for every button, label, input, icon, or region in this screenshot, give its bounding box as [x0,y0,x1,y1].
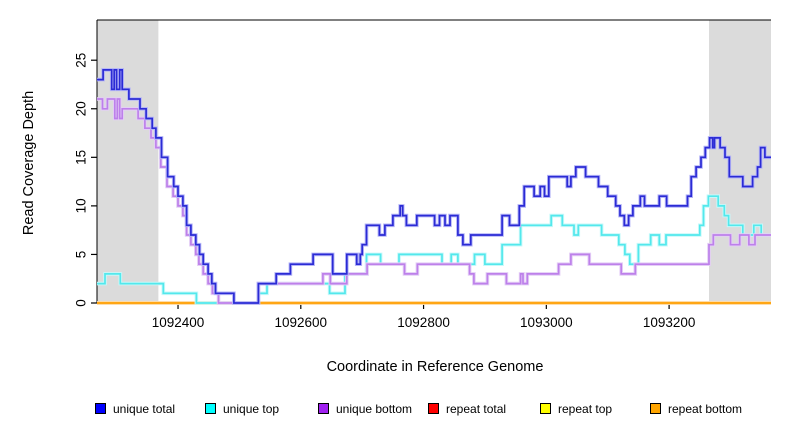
y-tick-label: 15 [74,150,89,165]
series-halo-unique-bottom [97,97,771,305]
legend-label: unique total [113,401,176,416]
legend-swatch-repeat-top [540,403,551,414]
y-tick-label: 0 [74,299,89,307]
x-tick-label: 1092600 [275,315,328,330]
x-tick-label: 1093000 [520,315,573,330]
shaded-region-left [97,20,159,303]
legend-label: unique bottom [336,401,413,416]
y-tick-label: 20 [74,101,89,116]
y-tick-label: 5 [74,251,89,259]
series-line-unique-total [97,69,771,304]
legend-swatch-unique-top [205,403,216,414]
legend-label: repeat top [558,401,613,416]
legend-item-repeat-total: repeat total [428,400,506,417]
legend-swatch-unique-total [95,403,106,414]
legend-label: unique top [223,401,280,416]
y-tick-label: 10 [74,198,89,213]
y-axis-title: Read Coverage Depth [21,90,37,236]
legend-swatch-unique-bottom [318,403,329,414]
series-halo-unique-total [97,68,771,305]
legend-item-repeat-top: repeat top [540,400,612,417]
x-axis-title: Coordinate in Reference Genome [326,359,544,375]
legend-swatch-repeat-total [428,403,439,414]
coverage-plot-area: 0 5 10 15 20 25 1092400 1092600 1092800 1093000 10… [74,19,771,330]
series-line-unique-bottom [97,98,771,304]
x-tick-label: 1093200 [643,315,696,330]
x-tick-label: 1092800 [397,315,450,330]
legend-label: repeat total [446,401,507,416]
legend-item-unique-top: unique top [205,400,279,417]
x-tick-label: 1092400 [152,315,205,330]
legend-swatch-repeat-bottom [650,403,661,414]
legend-item-unique-bottom: unique bottom [318,400,412,417]
legend-item-unique-total: unique total [95,400,175,417]
chart-legend: unique total unique top unique bottom repea… [0,400,792,418]
legend-item-repeat-bottom: repeat bottom [650,400,742,417]
legend-label: repeat bottom [668,401,743,416]
y-tick-label: 25 [74,53,89,68]
